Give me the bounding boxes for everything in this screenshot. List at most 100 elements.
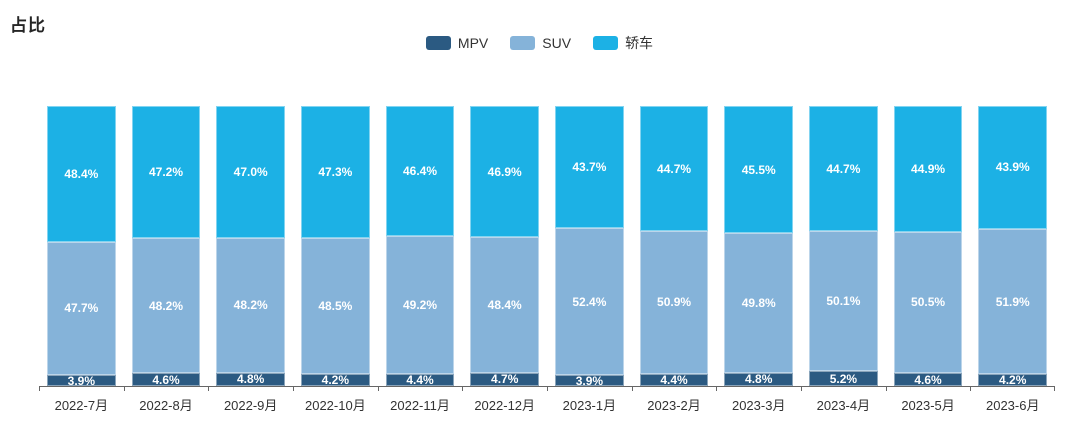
bar-segment-轿车[interactable]: 48.4%: [47, 106, 116, 242]
bar-segment-轿车[interactable]: 47.0%: [216, 106, 286, 238]
bar-segment-轿车[interactable]: 44.7%: [639, 106, 709, 232]
chart-title: 占比: [10, 16, 46, 35]
bar-segment-MPV[interactable]: 3.9%: [555, 375, 624, 387]
bar-segment-SUV[interactable]: 50.1%: [809, 231, 878, 372]
axis-tick: [377, 386, 379, 391]
plot-area: 3.9% 47.7% 48.4% 4.6% 48.2% 47.2% 4.8% 48.2% 47.…: [39, 106, 1055, 391]
bar-2023-5月: 4.6% 50.5% 44.9%: [886, 106, 971, 386]
legend-item-MPV[interactable]: MPV: [425, 35, 489, 51]
legend-label: 轿车: [625, 35, 654, 51]
bar-value-label: 4.2%: [999, 373, 1027, 388]
bar-value-label: 43.9%: [995, 160, 1030, 175]
bar-segment-轿车[interactable]: 47.3%: [301, 106, 370, 239]
bar-value-label: 4.4%: [406, 372, 434, 387]
bar-value-label: 47.0%: [233, 164, 268, 179]
legend-swatch-icon: [510, 36, 536, 50]
bar-segment-轿车[interactable]: 44.9%: [893, 106, 963, 232]
axis-tick: [547, 386, 548, 391]
bar-segment-SUV[interactable]: 48.5%: [301, 238, 370, 375]
bar-segment-MPV[interactable]: 3.9%: [47, 375, 116, 387]
bar-2023-3月: 4.8% 49.8% 45.5%: [716, 106, 801, 386]
bar-value-label: 4.6%: [152, 372, 180, 387]
bar-value-label: 51.9%: [995, 294, 1030, 309]
bar-segment-轿车[interactable]: 46.4%: [385, 106, 455, 236]
x-axis-label: 2023-2月: [647, 398, 701, 413]
bar-value-label: 50.9%: [657, 295, 692, 310]
bar-value-label: 4.4%: [660, 372, 688, 387]
bar-segment-MPV[interactable]: 4.4%: [385, 372, 455, 387]
legend-item-轿车[interactable]: 轿车: [593, 33, 653, 53]
bar-value-label: 46.9%: [487, 164, 522, 179]
legend-swatch-icon: [593, 36, 619, 50]
bar-value-label: 45.5%: [741, 162, 776, 177]
bar-2022-12月: 4.7% 48.4% 46.9%: [462, 106, 547, 386]
bar-value-label: 48.2%: [233, 298, 268, 313]
legend: MPV SUV 轿车: [0, 33, 1079, 53]
bar-segment-SUV[interactable]: 48.4%: [470, 237, 540, 373]
axis-tick: [716, 386, 718, 391]
bar-segment-MPV[interactable]: 4.6%: [893, 372, 963, 387]
legend-label: MPV: [457, 35, 489, 51]
bar-value-label: 47.3%: [318, 165, 353, 180]
bar-value-label: 47.7%: [64, 301, 99, 316]
x-axis-label: 2022-9月: [223, 398, 278, 413]
x-axis-label: 2022-7月: [54, 398, 109, 413]
bar-value-label: 4.8%: [745, 372, 773, 387]
x-axis-labels: 2022-7月 2022-8月 2022-9月 2022-10月 2022-11月 202…: [39, 395, 1055, 414]
bar-segment-SUV[interactable]: 48.2%: [131, 238, 201, 374]
bar-value-label: 4.6%: [914, 372, 942, 387]
axis-tick: [970, 386, 972, 391]
bar-segment-SUV[interactable]: 48.2%: [216, 237, 286, 373]
bar-2022-11月: 4.4% 49.2% 46.4%: [378, 106, 463, 386]
bar-segment-SUV[interactable]: 51.9%: [978, 228, 1048, 375]
legend-label: SUV: [542, 35, 572, 51]
bar-segment-MPV[interactable]: 4.7%: [470, 372, 540, 387]
bar-segment-SUV[interactable]: 52.4%: [555, 228, 624, 376]
axis-tick: [631, 386, 633, 391]
axis-tick: [293, 386, 294, 391]
bar-value-label: 50.5%: [911, 295, 946, 310]
legend-swatch-icon: [425, 36, 451, 50]
axis-tick: [208, 386, 210, 391]
bar-segment-SUV[interactable]: 49.2%: [385, 235, 455, 374]
bar-value-label: 4.8%: [237, 372, 265, 387]
bar-segment-轿车[interactable]: 43.7%: [555, 106, 624, 229]
bar-value-label: 44.7%: [657, 161, 692, 176]
x-axis-label: 2023-1月: [562, 398, 617, 413]
bar-2022-10月: 4.2% 48.5% 47.3%: [293, 106, 378, 386]
bar-segment-轿车[interactable]: 44.7%: [809, 106, 878, 232]
axis-tick: [462, 386, 464, 391]
bar-segment-轿车[interactable]: 45.5%: [724, 106, 794, 234]
bar-segment-SUV[interactable]: 47.7%: [47, 241, 116, 376]
bar-value-label: 49.2%: [403, 297, 438, 312]
x-axis-label: 2023-5月: [901, 398, 955, 413]
x-axis-label: 2023-4月: [816, 398, 871, 413]
bar-segment-轿车[interactable]: 43.9%: [978, 106, 1048, 229]
bar-segment-MPV[interactable]: 4.2%: [301, 374, 370, 386]
x-axis-label: 2022-11月: [390, 398, 450, 413]
bar-value-label: 4.7%: [491, 372, 519, 387]
x-axis-label: 2022-12月: [474, 398, 536, 413]
bar-segment-SUV[interactable]: 49.8%: [724, 233, 794, 373]
bar-segment-MPV[interactable]: 5.2%: [809, 371, 878, 386]
bar-segment-SUV[interactable]: 50.5%: [893, 231, 963, 374]
axis-tick: [1054, 386, 1055, 391]
axis-tick: [801, 386, 802, 391]
bar-value-label: 48.4%: [487, 298, 522, 313]
bar-value-label: 44.9%: [911, 161, 946, 176]
bar-segment-MPV[interactable]: 4.4%: [639, 372, 709, 387]
bar-segment-MPV[interactable]: 4.8%: [216, 372, 286, 387]
axis-tick: [885, 386, 887, 391]
bar-segment-轿车[interactable]: 47.2%: [131, 106, 201, 239]
bar-value-label: 46.4%: [403, 163, 438, 178]
legend-item-SUV[interactable]: SUV: [510, 35, 571, 51]
bar-value-label: 4.2%: [321, 373, 350, 388]
bar-segment-轿车[interactable]: 46.9%: [470, 106, 540, 238]
bar-segment-MPV[interactable]: 4.2%: [978, 373, 1048, 388]
bar-segment-SUV[interactable]: 50.9%: [639, 231, 709, 374]
bar-value-label: 49.8%: [741, 295, 776, 310]
plot-wrap: 3.9% 47.7% 48.4% 4.6% 48.2% 47.2% 4.8% 48.2% 47.…: [39, 106, 1055, 414]
bar-segment-MPV[interactable]: 4.6%: [131, 372, 201, 387]
bar-segment-MPV[interactable]: 4.8%: [724, 372, 794, 387]
bar-value-label: 50.1%: [826, 294, 861, 309]
